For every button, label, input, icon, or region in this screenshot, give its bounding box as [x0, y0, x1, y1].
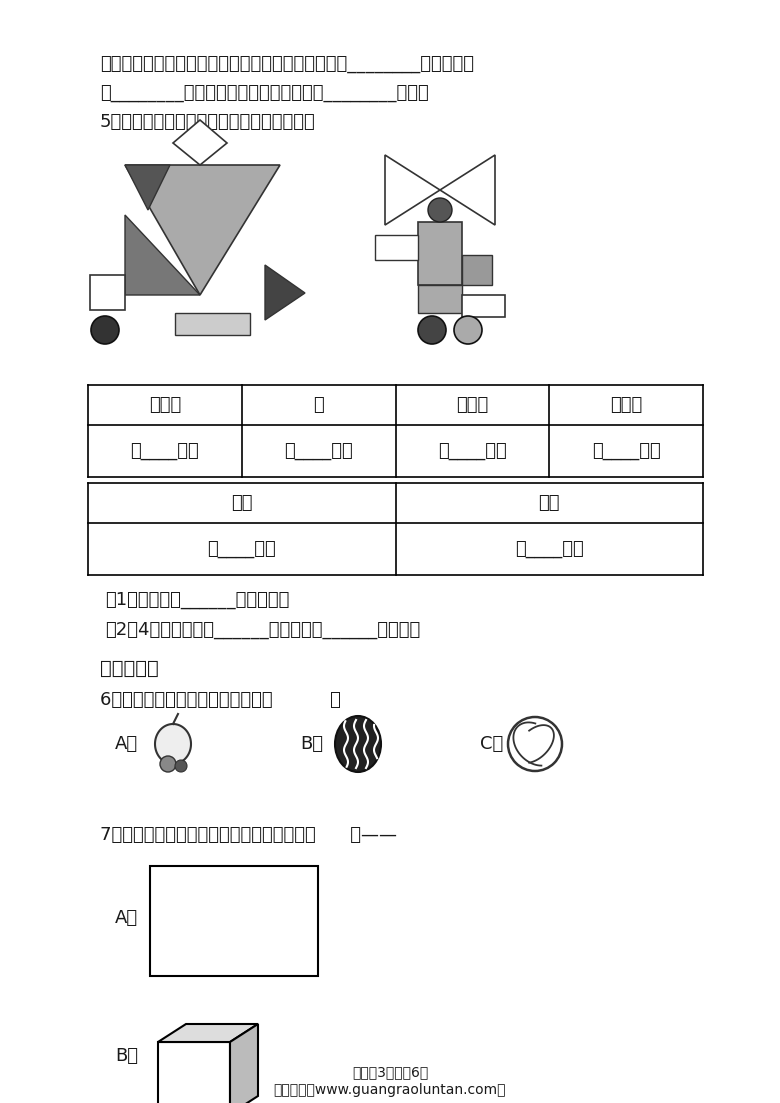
- Text: 试卷第3页，总6页: 试卷第3页，总6页: [352, 1065, 428, 1079]
- Polygon shape: [173, 120, 227, 165]
- Text: （____）个: （____）个: [592, 442, 661, 460]
- Text: （____）个: （____）个: [438, 442, 507, 460]
- Text: （1）一共有（______）个图形。: （1）一共有（______）个图形。: [105, 591, 289, 609]
- Text: 黑色: 黑色: [231, 494, 253, 512]
- Polygon shape: [418, 222, 462, 285]
- Text: （2）4种图形中，（______）最多，（______）最少。: （2）4种图形中，（______）最多，（______）最少。: [105, 621, 420, 639]
- Polygon shape: [125, 215, 200, 295]
- Text: 长方形: 长方形: [610, 396, 642, 414]
- Polygon shape: [385, 156, 440, 225]
- Text: 从上面的统计表中可以看出，拼成这个图一共用了（________）个图形。: 从上面的统计表中可以看出，拼成这个图一共用了（________）个图形。: [100, 55, 474, 73]
- Circle shape: [428, 199, 452, 222]
- Polygon shape: [265, 265, 305, 320]
- Circle shape: [508, 717, 562, 771]
- Text: 广饶论坛【www.guangraoluntan.com】: 广饶论坛【www.guangraoluntan.com】: [274, 1083, 506, 1097]
- Circle shape: [454, 315, 482, 344]
- Text: 二、选择题: 二、选择题: [100, 658, 159, 678]
- Polygon shape: [440, 156, 495, 225]
- Text: （____）个: （____）个: [130, 442, 199, 460]
- Polygon shape: [158, 1024, 258, 1042]
- Polygon shape: [375, 235, 418, 260]
- Polygon shape: [155, 724, 191, 764]
- Bar: [150, 866, 318, 976]
- Polygon shape: [90, 275, 125, 310]
- Polygon shape: [125, 165, 170, 210]
- Text: 三角形: 三角形: [149, 396, 181, 414]
- Circle shape: [175, 760, 187, 772]
- Text: B．: B．: [115, 1047, 138, 1065]
- Text: （____）个: （____）个: [284, 442, 353, 460]
- Polygon shape: [230, 1024, 258, 1103]
- Polygon shape: [462, 295, 505, 317]
- Text: 圆: 圆: [314, 396, 324, 414]
- Polygon shape: [175, 313, 250, 335]
- Text: 6．想一想，选不是同类的一个．（          ）: 6．想一想，选不是同类的一个．（ ）: [100, 690, 341, 709]
- Text: A．: A．: [115, 909, 138, 927]
- Ellipse shape: [335, 716, 381, 772]
- Text: A．: A．: [115, 735, 138, 753]
- Text: （________）色的图形用得多一些，多（________）个。: （________）色的图形用得多一些，多（________）个。: [100, 84, 429, 101]
- Text: 7．把下面每组中与众不同的图形找出来。（      ）——: 7．把下面每组中与众不同的图形找出来。（ ）——: [100, 826, 397, 844]
- Text: （____）个: （____）个: [207, 540, 276, 558]
- Circle shape: [91, 315, 119, 344]
- Text: 5．看图分类整理，填写下表，再回答问题。: 5．看图分类整理，填写下表，再回答问题。: [100, 113, 316, 131]
- Text: B．: B．: [300, 735, 323, 753]
- Polygon shape: [158, 1042, 230, 1103]
- Polygon shape: [418, 285, 462, 313]
- Text: 正方形: 正方形: [456, 396, 488, 414]
- Polygon shape: [125, 165, 280, 295]
- Text: 白色: 白色: [538, 494, 560, 512]
- Text: C．: C．: [480, 735, 503, 753]
- Circle shape: [160, 756, 176, 772]
- Circle shape: [418, 315, 446, 344]
- Polygon shape: [462, 255, 492, 285]
- Text: （____）个: （____）个: [515, 540, 583, 558]
